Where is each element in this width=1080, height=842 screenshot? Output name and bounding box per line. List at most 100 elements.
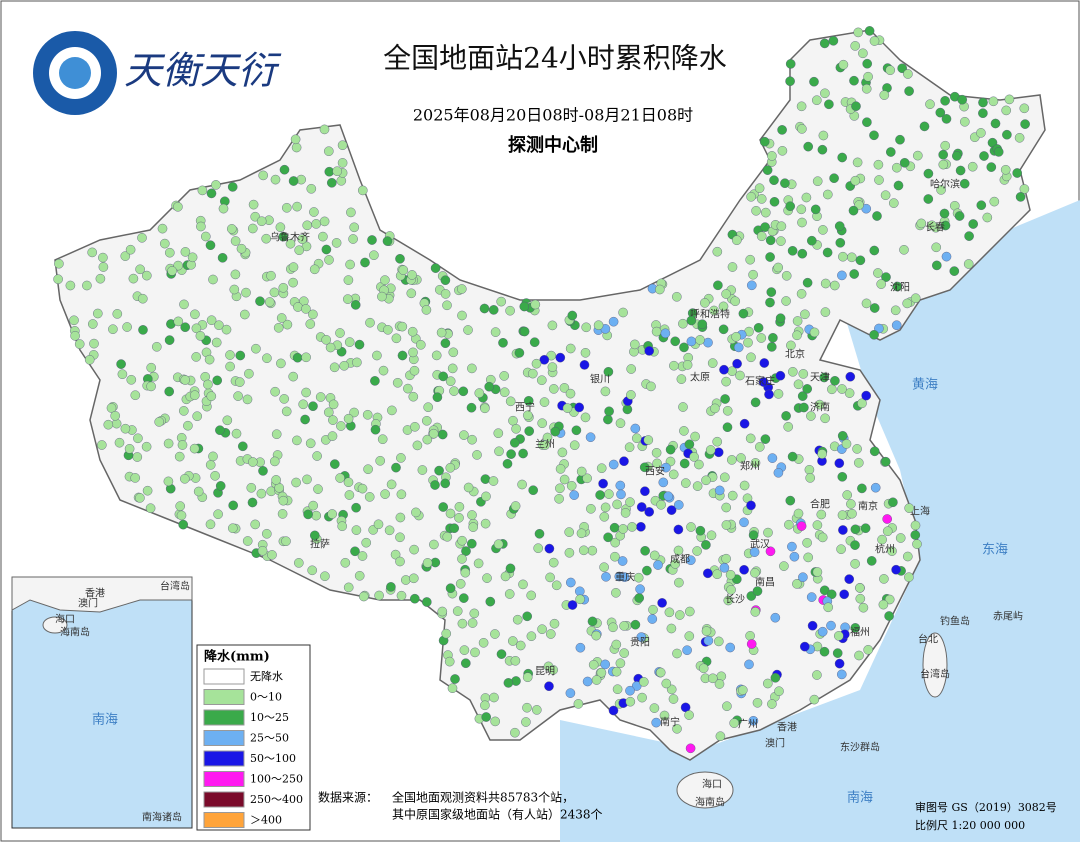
- station-dot: [601, 572, 611, 582]
- station-dot: [421, 305, 432, 315]
- station-dot: [679, 342, 689, 353]
- station-dot: [226, 224, 237, 234]
- station-dot: [608, 622, 618, 633]
- station-dot: [277, 509, 288, 519]
- china-land: [54, 29, 1046, 761]
- legend-label: ＞400: [250, 814, 282, 827]
- station-dot: [130, 390, 141, 401]
- station-dot: [480, 474, 491, 484]
- station-dot: [692, 481, 703, 491]
- station-dot: [225, 350, 235, 360]
- station-dot: [510, 501, 521, 511]
- station-dot: [599, 512, 610, 522]
- station-dot: [449, 386, 459, 396]
- station-dot: [472, 450, 482, 460]
- station-dot: [137, 232, 147, 243]
- station-dot: [752, 586, 763, 596]
- station-dot: [258, 466, 268, 476]
- legend-title: 降水(mm): [204, 649, 270, 665]
- station-dot: [887, 546, 897, 556]
- station-dot: [692, 546, 702, 556]
- station-dot: [678, 318, 688, 329]
- station-dot: [850, 524, 861, 535]
- station-dot: [855, 583, 865, 593]
- station-dot: [493, 539, 504, 550]
- station-dot: [325, 342, 336, 353]
- station-dot: [565, 388, 576, 399]
- station-dot: [869, 446, 880, 457]
- station-dot: [440, 478, 451, 489]
- station-dot: [204, 354, 215, 365]
- station-dot: [395, 512, 406, 523]
- station-dot: [514, 348, 525, 358]
- station-dot: [625, 497, 635, 507]
- station-dot: [205, 240, 216, 250]
- station-dot: [533, 543, 544, 554]
- station-dot: [626, 364, 637, 374]
- station-dot: [256, 488, 267, 499]
- station-dot: [309, 264, 320, 275]
- station-dot: [526, 590, 537, 601]
- station-dot: [787, 541, 797, 552]
- station-dot: [770, 612, 781, 623]
- inset-label: 南海诸岛: [142, 811, 182, 824]
- station-dot: [837, 430, 848, 441]
- station-dot: [615, 658, 626, 669]
- station-dot: [547, 320, 558, 331]
- station-dot: [108, 324, 118, 335]
- sea-label: 黄海: [912, 378, 938, 393]
- station-dot: [599, 562, 609, 573]
- station-dot: [636, 522, 646, 532]
- station-dot: [231, 428, 242, 439]
- station-dot: [173, 201, 183, 212]
- station-dot: [899, 157, 910, 168]
- station-dot: [669, 360, 679, 371]
- station-dot: [455, 579, 466, 589]
- place-label: 昆明: [535, 666, 555, 678]
- station-dot: [114, 437, 125, 448]
- station-dot: [784, 519, 794, 530]
- station-dot: [291, 477, 301, 488]
- station-dot: [447, 683, 458, 694]
- station-dot: [818, 225, 828, 235]
- station-dot: [697, 319, 708, 330]
- station-dot: [307, 565, 318, 576]
- station-dot: [812, 176, 823, 186]
- station-dot: [807, 620, 818, 631]
- station-dot: [923, 194, 934, 204]
- station-dot: [959, 178, 970, 189]
- station-dot: [663, 491, 674, 502]
- station-dot: [351, 502, 361, 513]
- station-dot: [660, 328, 671, 339]
- station-dot: [279, 394, 290, 404]
- station-dot: [899, 244, 909, 255]
- station-dot: [522, 672, 533, 683]
- station-dot: [408, 347, 418, 358]
- station-dot: [685, 743, 696, 754]
- station-dot: [766, 287, 777, 297]
- station-dot: [612, 499, 622, 510]
- station-dot: [739, 517, 749, 528]
- station-dot: [1001, 105, 1012, 116]
- station-dot: [748, 716, 759, 726]
- place-label: 广州: [738, 719, 758, 731]
- station-dot: [668, 694, 679, 704]
- station-dot: [799, 402, 809, 413]
- station-dot: [530, 299, 541, 310]
- station-dot: [97, 440, 107, 450]
- station-dot: [467, 510, 477, 520]
- source-label: 数据来源：: [318, 790, 378, 805]
- station-dot: [955, 165, 966, 176]
- station-dot: [658, 477, 669, 488]
- station-dot: [713, 280, 723, 291]
- station-dot: [652, 458, 662, 469]
- station-dot: [817, 626, 828, 637]
- station-dot: [796, 204, 807, 215]
- station-dot: [750, 397, 761, 408]
- station-dot: [837, 510, 848, 520]
- station-dot: [846, 499, 856, 509]
- inset-label: 台湾岛: [160, 580, 190, 593]
- station-dot: [826, 589, 837, 600]
- station-dot: [982, 212, 993, 223]
